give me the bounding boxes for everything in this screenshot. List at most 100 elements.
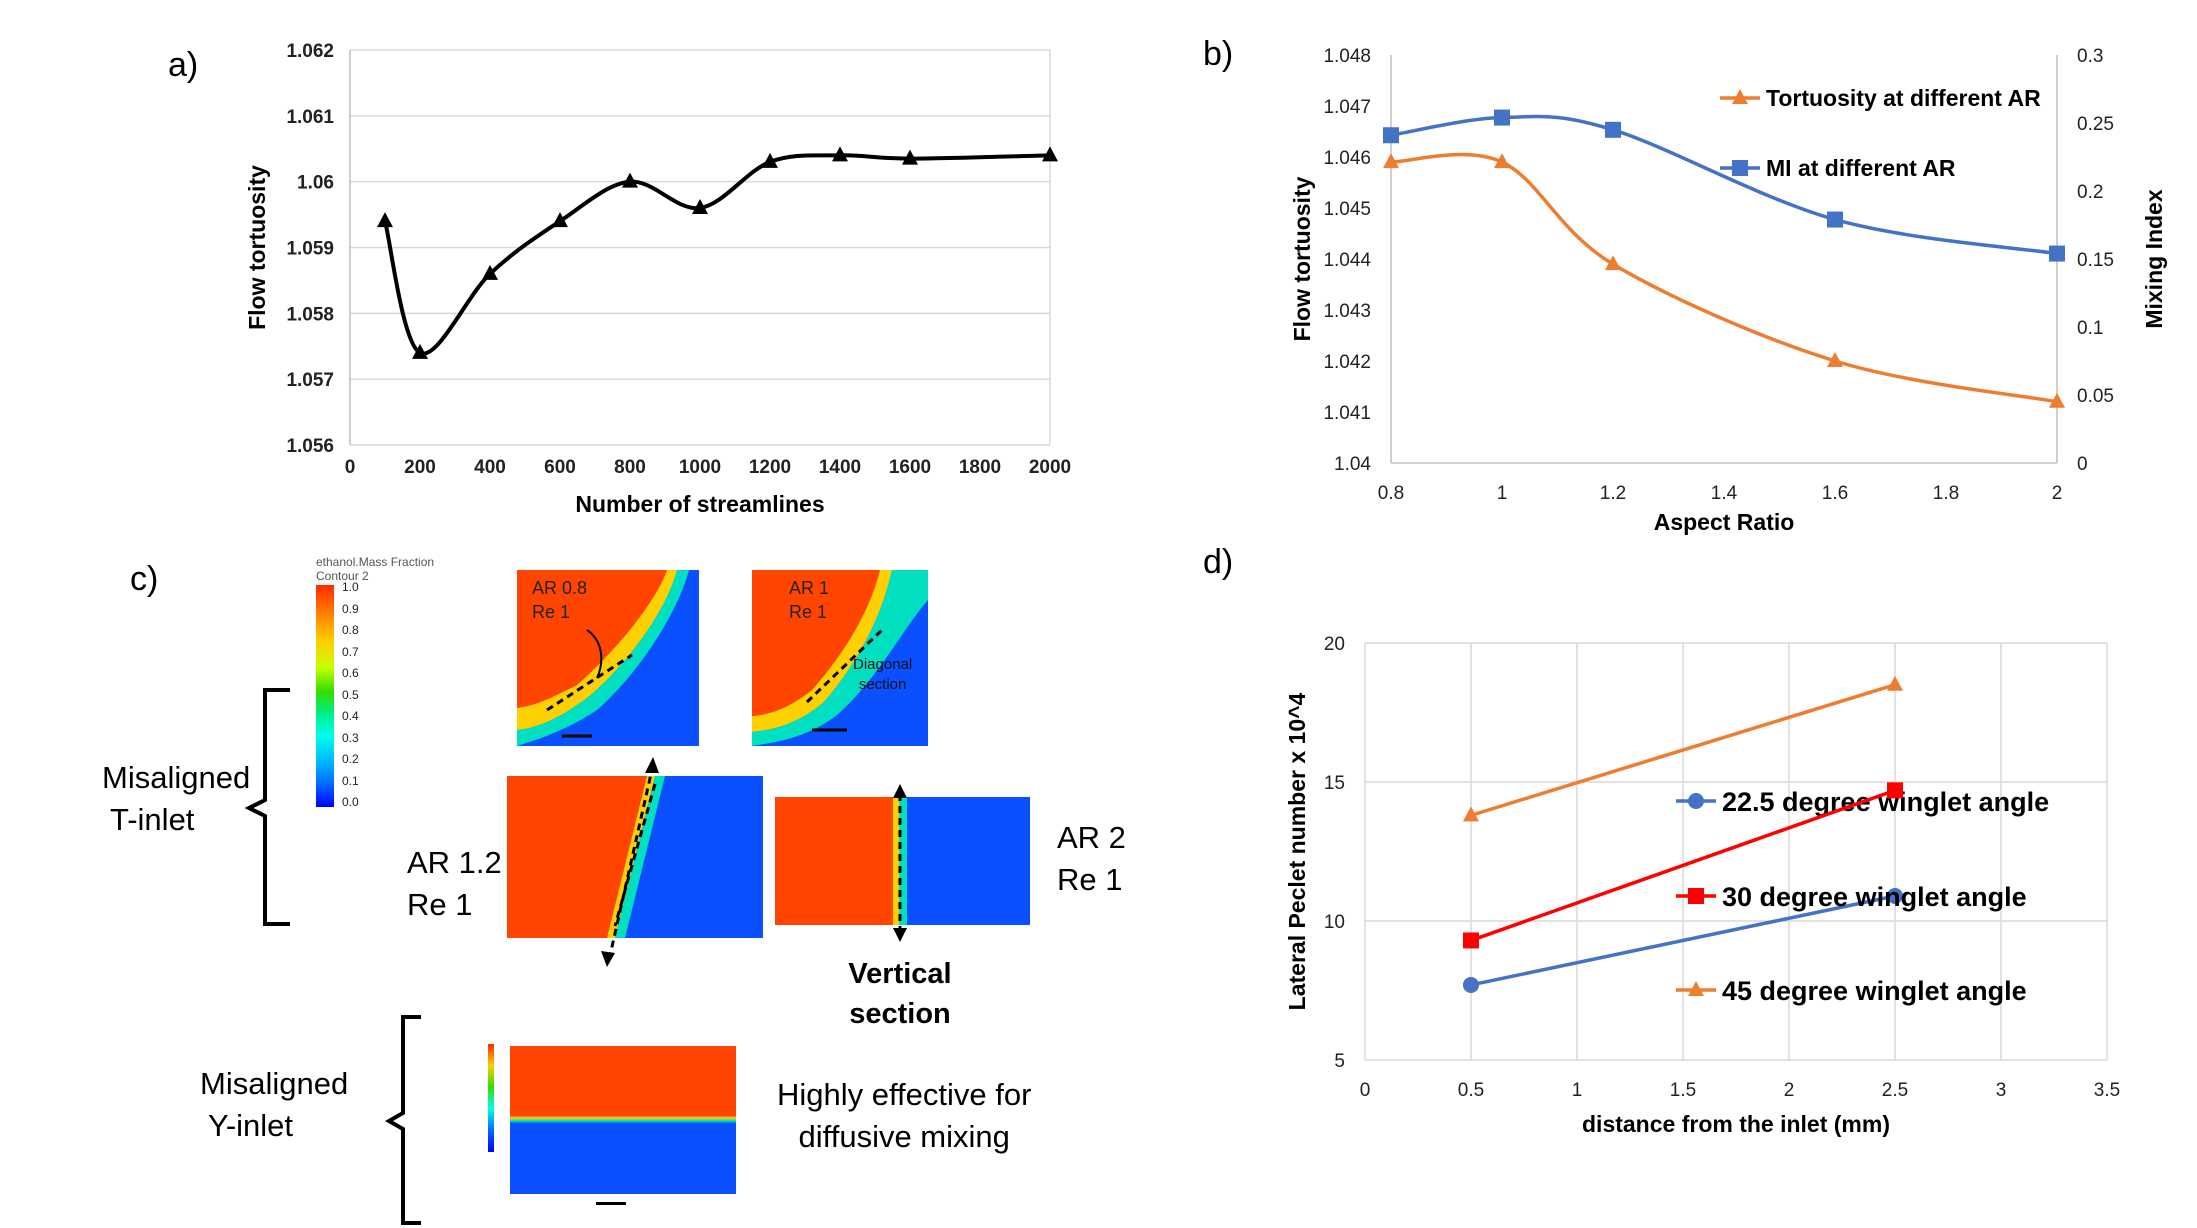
x-tick-d-0: 0 (1360, 1080, 1371, 1101)
y-axis-label-b: Flow tortuosity (1289, 176, 1315, 341)
x-tick-a-0: 0 (345, 457, 356, 478)
x-tick-d-6: 3 (1996, 1080, 2007, 1101)
ar-1-2-label: AR 1.2 Re 1 (407, 842, 502, 926)
x-axis-label-d: distance from the inlet (mm) (1582, 1111, 1890, 1137)
colorbar-tick-3: 0.7 (342, 644, 359, 659)
colorbar-tick-8: 0.2 (342, 752, 359, 766)
contour-ar-2 (775, 797, 1030, 925)
panel-label-a: a) (168, 46, 199, 84)
data-point-d-1-1 (1887, 782, 1903, 799)
ar-1-2-ar: AR 1.2 (407, 845, 502, 880)
data-point-b-1-4 (2049, 245, 2065, 262)
data-point-b-0-2 (1605, 255, 1621, 271)
legend-marker-d-1 (1688, 888, 1704, 904)
colorbar-title: ethanol.Mass Fraction (316, 555, 435, 569)
x-tick-b-2: 1.2 (1600, 483, 1626, 504)
y-tick-d-1: 10 (1324, 912, 1345, 933)
y-tick-a-5: 1.061 (286, 107, 334, 128)
data-point-b-0-1 (1494, 153, 1510, 169)
y2-tick-b-0: 0 (2077, 454, 2088, 475)
y-tick-b-3: 1.043 (1323, 301, 1371, 322)
colorbar-subtitle: Contour 2 (316, 569, 369, 583)
x-tick-a-7: 1400 (819, 457, 861, 478)
data-point-b-1-1 (1494, 109, 1510, 126)
y-tick-b-0: 1.04 (1334, 454, 1371, 475)
diagonal-section-line2: section (858, 676, 907, 693)
effective-text: Highly effective for diffusive mixing (777, 1074, 1031, 1158)
x-tick-d-2: 1 (1572, 1080, 1583, 1101)
x-tick-a-6: 1200 (749, 457, 791, 478)
x-tick-a-8: 1600 (889, 457, 931, 478)
y-tick-a-6: 1.062 (286, 41, 334, 62)
y-tick-a-2: 1.058 (286, 304, 334, 325)
y-axis-label-d: Lateral Peclet number x 10^4 (1284, 692, 1310, 1010)
y-tick-d-0: 5 (1334, 1051, 1345, 1072)
data-point-a-6 (762, 152, 778, 168)
colorbar-tick-10: 0.0 (342, 795, 359, 809)
contour-ar-1-re: Re 1 (789, 602, 828, 622)
colorbar-tick-2: 0.8 (342, 623, 359, 637)
colorbar-tick-9: 0.1 (342, 773, 359, 788)
chart-b-tortuosity-mixing-vs-aspect-ratio: 1.04 1.041 1.042 1.043 1.044 1.045 1.046 1.047 1… (1289, 46, 2167, 535)
data-point-a-9 (1042, 146, 1058, 162)
y-tick-b-2: 1.042 (1323, 352, 1371, 373)
series-line-d-0 (1470, 894, 1896, 987)
y-inlet-contour (488, 1030, 746, 1210)
vertical-section-caption: Vertical section (830, 954, 970, 1034)
data-point-a-3 (552, 212, 568, 228)
legend-text-b-1: MI at different AR (1766, 155, 1956, 181)
x-tick-b-0: 0.8 (1378, 483, 1404, 504)
x-tick-b-6: 2 (2052, 483, 2063, 504)
y-tick-b-8: 1.048 (1323, 46, 1371, 67)
y-inlet-colorbar (488, 1044, 494, 1152)
t-inlet-label: Misaligned T-inlet (102, 757, 250, 841)
y-inlet-scale-bar (596, 1202, 626, 1205)
series-line-d-2 (1470, 683, 1896, 818)
data-point-b-0-0 (1383, 153, 1399, 169)
series-line-a (383, 153, 1051, 356)
contour-ar-0-8-label: AR 0.8 Re 1 (532, 576, 587, 624)
contour-ar-0-8 (517, 570, 699, 746)
y-tick-d-2: 15 (1324, 773, 1345, 794)
x-axis-label-b: Aspect Ratio (1654, 509, 1795, 535)
data-point-a-0 (377, 212, 393, 228)
ar-1-2-re: Re 1 (407, 887, 473, 922)
data-point-b-1-0 (1383, 127, 1399, 144)
y-tick-b-4: 1.044 (1323, 250, 1371, 271)
y-inlet-line1: Misaligned (200, 1066, 349, 1101)
ar-2-label: AR 2 Re 1 (1057, 817, 1126, 901)
legend-marker-b-1 (1732, 160, 1748, 176)
contour-ar-0-8-re: Re 1 (532, 602, 571, 622)
colorbar-tick-6: 0.4 (342, 709, 359, 723)
series-line-d-1 (1470, 788, 1896, 943)
data-point-a-5 (692, 199, 708, 214)
x-tick-d-7: 3.5 (2094, 1080, 2120, 1101)
ar-2-ar: AR 2 (1057, 820, 1126, 855)
y-tick-b-5: 1.045 (1323, 199, 1371, 220)
y-tick-a-1: 1.057 (286, 370, 334, 391)
data-point-a-7 (832, 146, 848, 162)
y-axis-label-a: Flow tortuosity (244, 165, 270, 330)
y2-axis-label-b: Mixing Index (2141, 189, 2167, 329)
y-tick-a-4: 1.06 (297, 173, 334, 194)
diagonal-section-line1: Diagonal (853, 656, 913, 673)
y-inlet-line2: Y-inlet (208, 1108, 294, 1143)
contour-ar-1-label: AR 1 Re 1 (789, 576, 829, 624)
series-line-b-0 (1390, 152, 2058, 404)
data-point-b-1-2 (1605, 121, 1621, 138)
y-inlet-label: Misaligned Y-inlet (200, 1063, 348, 1147)
data-point-b-0-4 (2049, 392, 2065, 408)
colorbar-tick-0: 1.0 (342, 580, 359, 594)
legend-marker-d-0 (1688, 793, 1704, 809)
y-tick-a-3: 1.059 (286, 239, 334, 260)
data-point-b-1-3 (1827, 211, 1843, 228)
series-line-b-1 (1390, 114, 2058, 256)
y2-tick-b-2: 0.1 (2077, 318, 2103, 339)
panel-label-c: c) (130, 560, 159, 598)
legend-marker-b-0 (1732, 89, 1748, 104)
panel-label-d: d) (1203, 543, 1234, 581)
effective-text-line1: Highly effective for (777, 1077, 1032, 1112)
x-axis-label-a: Number of streamlines (575, 491, 824, 517)
y-tick-b-7: 1.047 (1323, 97, 1371, 118)
data-point-a-4 (622, 172, 638, 188)
